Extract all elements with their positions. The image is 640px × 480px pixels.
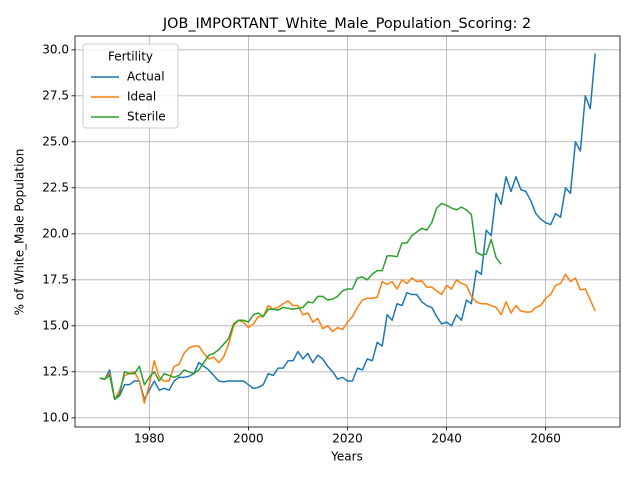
y-tick-label: 25.0 (42, 134, 69, 148)
line-series (99, 273, 596, 404)
legend-label: Actual (127, 70, 165, 84)
y-tick-label: 27.5 (42, 88, 69, 102)
legend-title: Fertility (108, 50, 153, 64)
x-axis-label: Years (330, 450, 363, 464)
line-series (99, 53, 596, 401)
legend-label: Sterile (127, 110, 166, 124)
chart-title: JOB_IMPORTANT_White_Male_Population_Scor… (162, 16, 531, 32)
y-tick-label: 10.0 (42, 410, 69, 424)
legend-box (82, 43, 179, 129)
x-tick-label: 2020 (332, 432, 363, 446)
x-tick-label: 2000 (233, 432, 264, 446)
y-tick-label: 20.0 (42, 226, 69, 240)
y-axis-label: % of White_Male Population (13, 149, 27, 316)
y-tick-label: 30.0 (42, 42, 69, 56)
line-series (99, 202, 502, 401)
legend-label: Ideal (127, 90, 156, 104)
legend: Fertility Actual Ideal Sterile (82, 43, 179, 129)
x-tick-label: 2060 (530, 432, 561, 446)
y-tick-label: 15.0 (42, 318, 69, 332)
plot-frame (74, 35, 621, 428)
x-tick-label: 2040 (431, 432, 462, 446)
y-tick-label: 12.5 (42, 364, 69, 378)
y-tick-label: 22.5 (42, 180, 69, 194)
x-tick-label: 1980 (134, 432, 165, 446)
y-tick-label: 17.5 (42, 272, 69, 286)
